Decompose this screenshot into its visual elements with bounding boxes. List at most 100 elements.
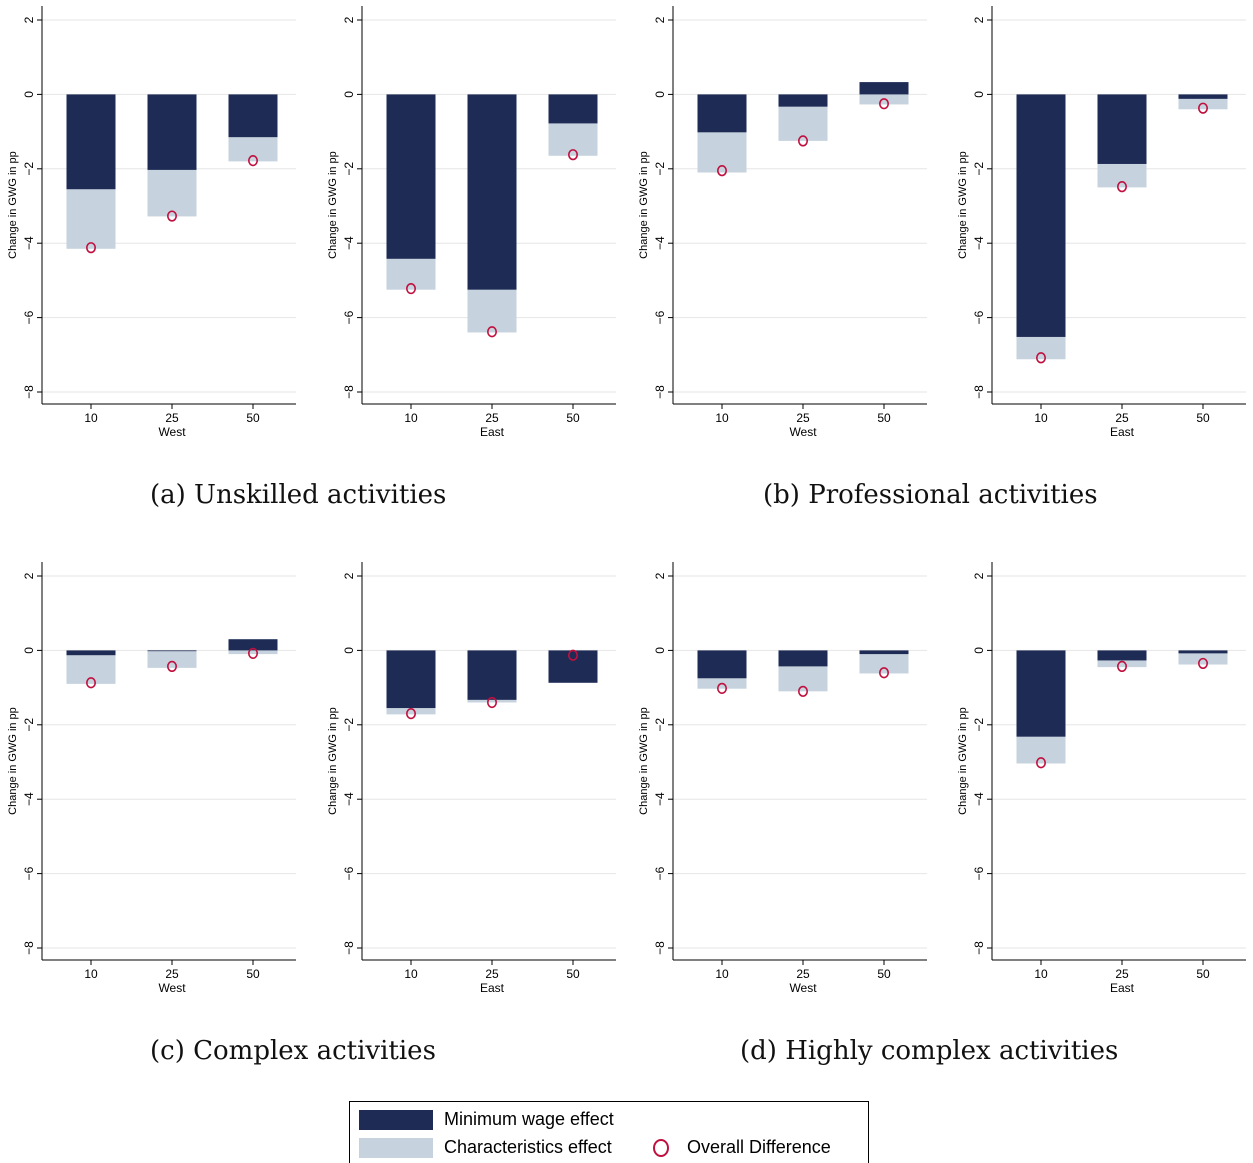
y-tick-label: 2: [972, 16, 986, 23]
bar-characteristics-a-west-25: [147, 169, 197, 217]
y-tick-label: −6: [972, 310, 986, 324]
y-tick-label: −4: [972, 236, 986, 250]
panel-d-east: 10 25 50 2 0 −2 −4 −6 −8 Change in GWG in pp East: [957, 562, 1246, 995]
bar-minimum-wage-c-east-10: [386, 650, 436, 709]
x-axis-title: West: [789, 425, 817, 439]
x-axis-title: East: [480, 425, 505, 439]
bar-minimum-wage-c-west-10: [66, 650, 116, 656]
panel-a-east: 10 25 50 2 0 −2 −4 −6 −8 Change in GWG in pp East: [327, 6, 616, 439]
marker-overall-a-west-50: [248, 155, 259, 167]
bar-minimum-wage-c-west-50: [228, 639, 278, 651]
marker-overall-b-east-10: [1036, 352, 1047, 364]
marker-overall-c-east-50: [567, 649, 578, 661]
bar-characteristics-a-east-50: [548, 123, 598, 156]
y-tick-label: −8: [972, 941, 986, 955]
chart-grid: 10 25 50 2 0 −2 −4 −6 −8 Change in GWG in pp West 1…: [7, 6, 1246, 995]
y-tick-label: −4: [653, 792, 667, 806]
y-tick-label: −6: [653, 866, 667, 880]
y-tick-label: −2: [22, 162, 36, 176]
y-tick-label: 0: [22, 647, 36, 654]
x-axis-title: West: [789, 981, 817, 995]
y-tick-label: −6: [342, 310, 356, 324]
bar-minimum-wage-c-west-25: [147, 650, 197, 652]
bar-characteristics-c-east-10: [386, 708, 436, 715]
y-tick-label: −6: [22, 866, 36, 880]
y-tick-label: −4: [342, 792, 356, 806]
bar-minimum-wage-b-west-25: [778, 94, 828, 107]
y-tick-label: −2: [22, 718, 36, 732]
y-tick-label: 0: [22, 91, 36, 98]
y-tick-label: −8: [22, 941, 36, 955]
caption-professional: (b) Professional activities: [763, 480, 1098, 510]
marker-overall-c-east-25: [486, 696, 497, 709]
y-tick-label: 2: [972, 572, 986, 579]
bar-characteristics-b-west-25: [778, 106, 828, 141]
bar-characteristics-b-east-25: [1097, 163, 1147, 188]
bar-minimum-wage-d-west-25: [778, 650, 828, 667]
x-tick-label: 25: [1115, 967, 1129, 981]
x-tick-label: 10: [1034, 967, 1048, 981]
y-axis-title: Change in GWG in pp: [638, 151, 650, 259]
y-tick-label: −4: [653, 236, 667, 250]
x-tick-label: 50: [1196, 411, 1210, 425]
y-tick-label: 2: [342, 16, 356, 23]
bar-minimum-wage-b-east-50: [1178, 94, 1228, 99]
y-tick-label: −2: [653, 718, 667, 732]
y-tick-label: −8: [22, 385, 36, 399]
y-tick-label: 0: [972, 647, 986, 654]
bar-minimum-wage-a-east-25: [467, 94, 517, 290]
y-axis-title: Change in GWG in pp: [957, 707, 969, 815]
x-tick-label: 50: [1196, 967, 1210, 981]
legend-label-minimum-wage: Minimum wage effect: [444, 1109, 614, 1129]
bar-minimum-wage-a-west-50: [228, 94, 278, 138]
panel-a-west: 10 25 50 2 0 −2 −4 −6 −8 Change in GWG in pp West: [7, 6, 296, 439]
panel-d-west: 10 25 50 2 0 −2 −4 −6 −8 Change in GWG in pp West: [638, 562, 927, 995]
y-tick-label: −2: [653, 162, 667, 176]
marker-overall-d-east-10: [1036, 757, 1047, 769]
y-tick-label: −2: [342, 162, 356, 176]
y-axis-title: Change in GWG in pp: [638, 707, 650, 815]
x-axis-title: East: [1110, 425, 1135, 439]
y-tick-label: 0: [342, 91, 356, 98]
y-tick-label: −6: [972, 866, 986, 880]
marker-overall-c-west-10: [86, 677, 97, 689]
panel-c-east: 10 25 50 2 0 −2 −4 −6 −8 Change in GWG in pp East: [327, 562, 616, 995]
bar-minimum-wage-d-east-10: [1016, 650, 1066, 737]
marker-overall-c-east-10: [405, 708, 416, 720]
x-tick-label: 50: [246, 967, 260, 981]
bar-minimum-wage-b-east-10: [1016, 94, 1066, 337]
x-tick-label: 10: [1034, 411, 1048, 425]
y-tick-label: −4: [22, 792, 36, 806]
y-tick-label: −4: [342, 236, 356, 250]
x-tick-label: 25: [165, 411, 179, 425]
x-tick-label: 25: [485, 411, 499, 425]
caption-complex: (c) Complex activities: [150, 1036, 436, 1066]
bar-characteristics-c-east-25: [467, 699, 517, 703]
legend-marker-overall: [653, 1139, 669, 1157]
y-tick-label: 0: [972, 91, 986, 98]
bar-minimum-wage-d-east-25: [1097, 650, 1147, 661]
y-tick-label: 0: [342, 647, 356, 654]
bar-minimum-wage-c-east-25: [467, 650, 517, 700]
y-tick-label: −4: [22, 236, 36, 250]
x-axis-title: West: [158, 425, 186, 439]
marker-overall-d-west-25: [797, 685, 808, 697]
y-axis-title: Change in GWG in pp: [327, 151, 339, 259]
y-tick-label: 2: [653, 16, 667, 23]
x-tick-label: 10: [404, 411, 418, 425]
marker-overall-a-east-25: [486, 326, 497, 338]
marker-overall-a-east-50: [567, 149, 578, 161]
y-axis-title: Change in GWG in pp: [327, 707, 339, 815]
legend-swatch-minimum-wage: [359, 1110, 433, 1130]
bar-minimum-wage-a-west-10: [66, 94, 116, 190]
legend-label-overall: Overall Difference: [687, 1137, 831, 1157]
bar-characteristics-a-west-10: [66, 189, 116, 249]
marker-overall-a-east-10: [405, 282, 416, 295]
y-tick-label: −6: [22, 310, 36, 324]
y-tick-label: −6: [342, 866, 356, 880]
bar-minimum-wage-b-west-10: [697, 94, 747, 133]
x-tick-label: 25: [796, 967, 810, 981]
bar-characteristics-d-west-50: [859, 654, 909, 674]
x-tick-label: 50: [246, 411, 260, 425]
caption-highly-complex: (d) Highly complex activities: [740, 1036, 1119, 1066]
